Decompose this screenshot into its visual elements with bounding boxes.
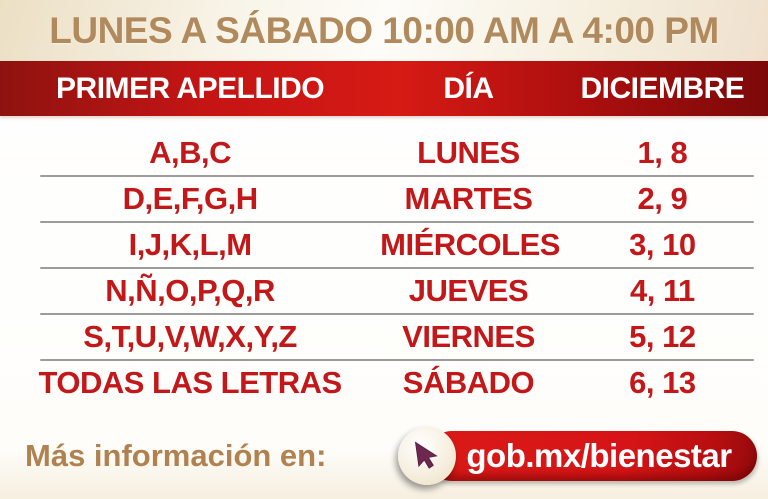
table-row: S,T,U,V,W,X,Y,Z VIERNES 5, 12 xyxy=(0,315,768,359)
row-day: SÁBADO xyxy=(402,365,535,400)
footer: Más información en: gob.mx/bienestar xyxy=(0,416,768,499)
row-day: MIÉRCOLES xyxy=(380,227,560,262)
schedule-table: A,B,C LUNES 1, 8 D,E,F,G,H MARTES 2, 9 I… xyxy=(0,116,768,405)
row-separator xyxy=(40,267,754,269)
table-row: A,B,C LUNES 1, 8 xyxy=(0,131,768,175)
row-separator xyxy=(40,175,754,177)
table-header-row: PRIMER APELLIDO DÍA DICIEMBRE xyxy=(0,61,768,116)
row-day: LUNES xyxy=(417,135,520,170)
gobmx-link-button[interactable]: gob.mx/bienestar xyxy=(398,427,757,485)
hours-text: LUNES A SÁBADO 10:00 AM A 4:00 PM xyxy=(49,9,719,51)
row-letters: I,J,K,L,M xyxy=(128,227,252,262)
row-day: MARTES xyxy=(404,181,533,216)
row-separator xyxy=(40,359,754,361)
row-dates: 3, 10 xyxy=(629,227,696,262)
hours-banner: LUNES A SÁBADO 10:00 AM A 4:00 PM xyxy=(0,0,768,61)
column-header-dia: DÍA xyxy=(443,71,494,105)
row-letters: N,Ñ,O,P,Q,R xyxy=(105,273,275,308)
row-dates: 5, 12 xyxy=(629,319,696,354)
row-dates: 4, 11 xyxy=(630,273,695,308)
row-day: VIERNES xyxy=(402,319,535,354)
row-dates: 6, 13 xyxy=(629,365,696,400)
more-info-label: Más información en: xyxy=(25,438,327,473)
row-separator xyxy=(40,221,754,223)
column-header-diciembre: DICIEMBRE xyxy=(580,71,745,105)
row-separator xyxy=(40,313,754,315)
row-letters: TODAS LAS LETRAS xyxy=(38,365,342,400)
table-row: I,J,K,L,M MIÉRCOLES 3, 10 xyxy=(0,223,768,267)
row-day: JUEVES xyxy=(408,273,529,308)
table-row: D,E,F,G,H MARTES 2, 9 xyxy=(0,177,768,221)
row-dates: 2, 9 xyxy=(637,181,688,216)
cursor-arrow-icon xyxy=(398,427,456,485)
row-dates: 1, 8 xyxy=(637,135,688,170)
row-letters: S,T,U,V,W,X,Y,Z xyxy=(83,319,297,354)
row-letters: A,B,C xyxy=(149,135,232,170)
column-header-primer-apellido: PRIMER APELLIDO xyxy=(56,71,325,105)
table-row: N,Ñ,O,P,Q,R JUEVES 4, 11 xyxy=(0,269,768,313)
gobmx-link-text: gob.mx/bienestar xyxy=(466,437,732,474)
row-letters: D,E,F,G,H xyxy=(122,181,259,216)
table-row: TODAS LAS LETRAS SÁBADO 6, 13 xyxy=(0,361,768,405)
